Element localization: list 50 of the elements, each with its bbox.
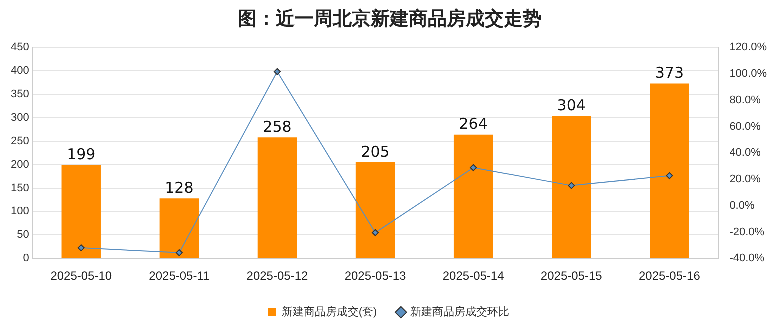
point bbox=[274, 68, 281, 76]
y-tick-label: 350 bbox=[10, 88, 30, 101]
x-tick-label: 2025-05-13 bbox=[344, 269, 407, 284]
data-label: 373 bbox=[655, 64, 684, 82]
y-tick-label: 0 bbox=[23, 252, 30, 265]
data-label: 128 bbox=[165, 178, 194, 197]
y2-tick-label: 100.0% bbox=[730, 68, 768, 80]
data-label: 264 bbox=[459, 115, 488, 134]
bar bbox=[454, 134, 494, 258]
y2-tick-label: 40.0% bbox=[730, 147, 762, 160]
point bbox=[470, 164, 478, 172]
point bbox=[666, 172, 674, 180]
y-tick-label: 50 bbox=[17, 229, 30, 242]
bar bbox=[356, 162, 396, 258]
data-label: 304 bbox=[557, 96, 586, 114]
data-label: 258 bbox=[263, 118, 292, 136]
bar bbox=[650, 84, 690, 258]
y-tick-label: 400 bbox=[10, 65, 30, 78]
y2-tick-label: 0.0% bbox=[730, 200, 755, 212]
y-tick-label: 100 bbox=[10, 206, 30, 218]
y2-tick-label: 20.0% bbox=[730, 174, 762, 186]
point bbox=[176, 249, 183, 256]
chart-title: 图：近一周北京新建商品房成交走势 bbox=[237, 7, 543, 32]
y2-tick-label: 60.0% bbox=[730, 120, 762, 133]
bar bbox=[258, 138, 298, 258]
data-label: 205 bbox=[361, 142, 390, 161]
y-tick-label: 450 bbox=[10, 42, 30, 54]
point bbox=[568, 182, 576, 190]
y-tick-label: 250 bbox=[10, 135, 30, 148]
bar bbox=[552, 116, 592, 258]
legend-label: 新建商品房成交(套) bbox=[282, 306, 378, 319]
y-tick-label: 200 bbox=[10, 158, 30, 171]
y-tick-label: 300 bbox=[10, 112, 30, 124]
y2-tick-label: -20.0% bbox=[730, 226, 765, 238]
bar bbox=[160, 198, 200, 258]
y-tick-label: 150 bbox=[10, 182, 30, 194]
x-tick-label: 2025-05-12 bbox=[246, 269, 308, 284]
x-tick-label: 2025-05-11 bbox=[149, 269, 210, 284]
bar bbox=[62, 165, 101, 258]
data-label: 199 bbox=[67, 146, 96, 164]
x-tick-label: 2025-05-15 bbox=[540, 269, 603, 284]
x-tick-label: 2025-05-14 bbox=[442, 269, 505, 284]
legend-label: 新建商品房成交环比 bbox=[410, 306, 510, 319]
y2-tick-label: -40.0% bbox=[730, 252, 765, 265]
y2-tick-label: 80.0% bbox=[730, 94, 762, 106]
x-tick-label: 2025-05-16 bbox=[638, 269, 701, 284]
point bbox=[78, 244, 85, 252]
point bbox=[372, 229, 380, 236]
y2-tick-label: 120.0% bbox=[730, 42, 768, 54]
x-tick-label: 2025-05-10 bbox=[50, 269, 112, 284]
